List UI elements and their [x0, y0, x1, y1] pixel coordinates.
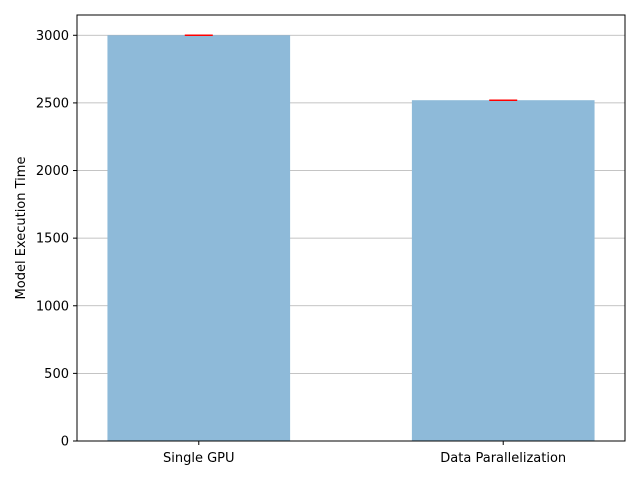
bar [107, 35, 291, 442]
y-tick-label: 2000 [36, 164, 69, 179]
x-tick-label: Single GPU [163, 451, 235, 466]
y-tick-label: 0 [61, 435, 69, 450]
y-tick-label: 1500 [36, 232, 69, 247]
y-tick-label: 3000 [36, 29, 69, 44]
plot-frame [76, 14, 626, 442]
y-tick-label: 2500 [36, 96, 69, 111]
bar [411, 100, 595, 441]
x-axis-ticks: Single GPU Data Parallelization [163, 441, 566, 466]
y-axis-ticks: 0 500 1000 1500 2000 2500 3000 [36, 29, 77, 450]
y-tick-label: 1000 [36, 299, 69, 314]
y-axis-label: Model Execution Time [14, 157, 29, 300]
x-tick-label: Data Parallelization [440, 451, 566, 466]
y-tick-label: 500 [44, 367, 69, 382]
error-bars [184, 34, 518, 101]
bars [107, 35, 595, 442]
